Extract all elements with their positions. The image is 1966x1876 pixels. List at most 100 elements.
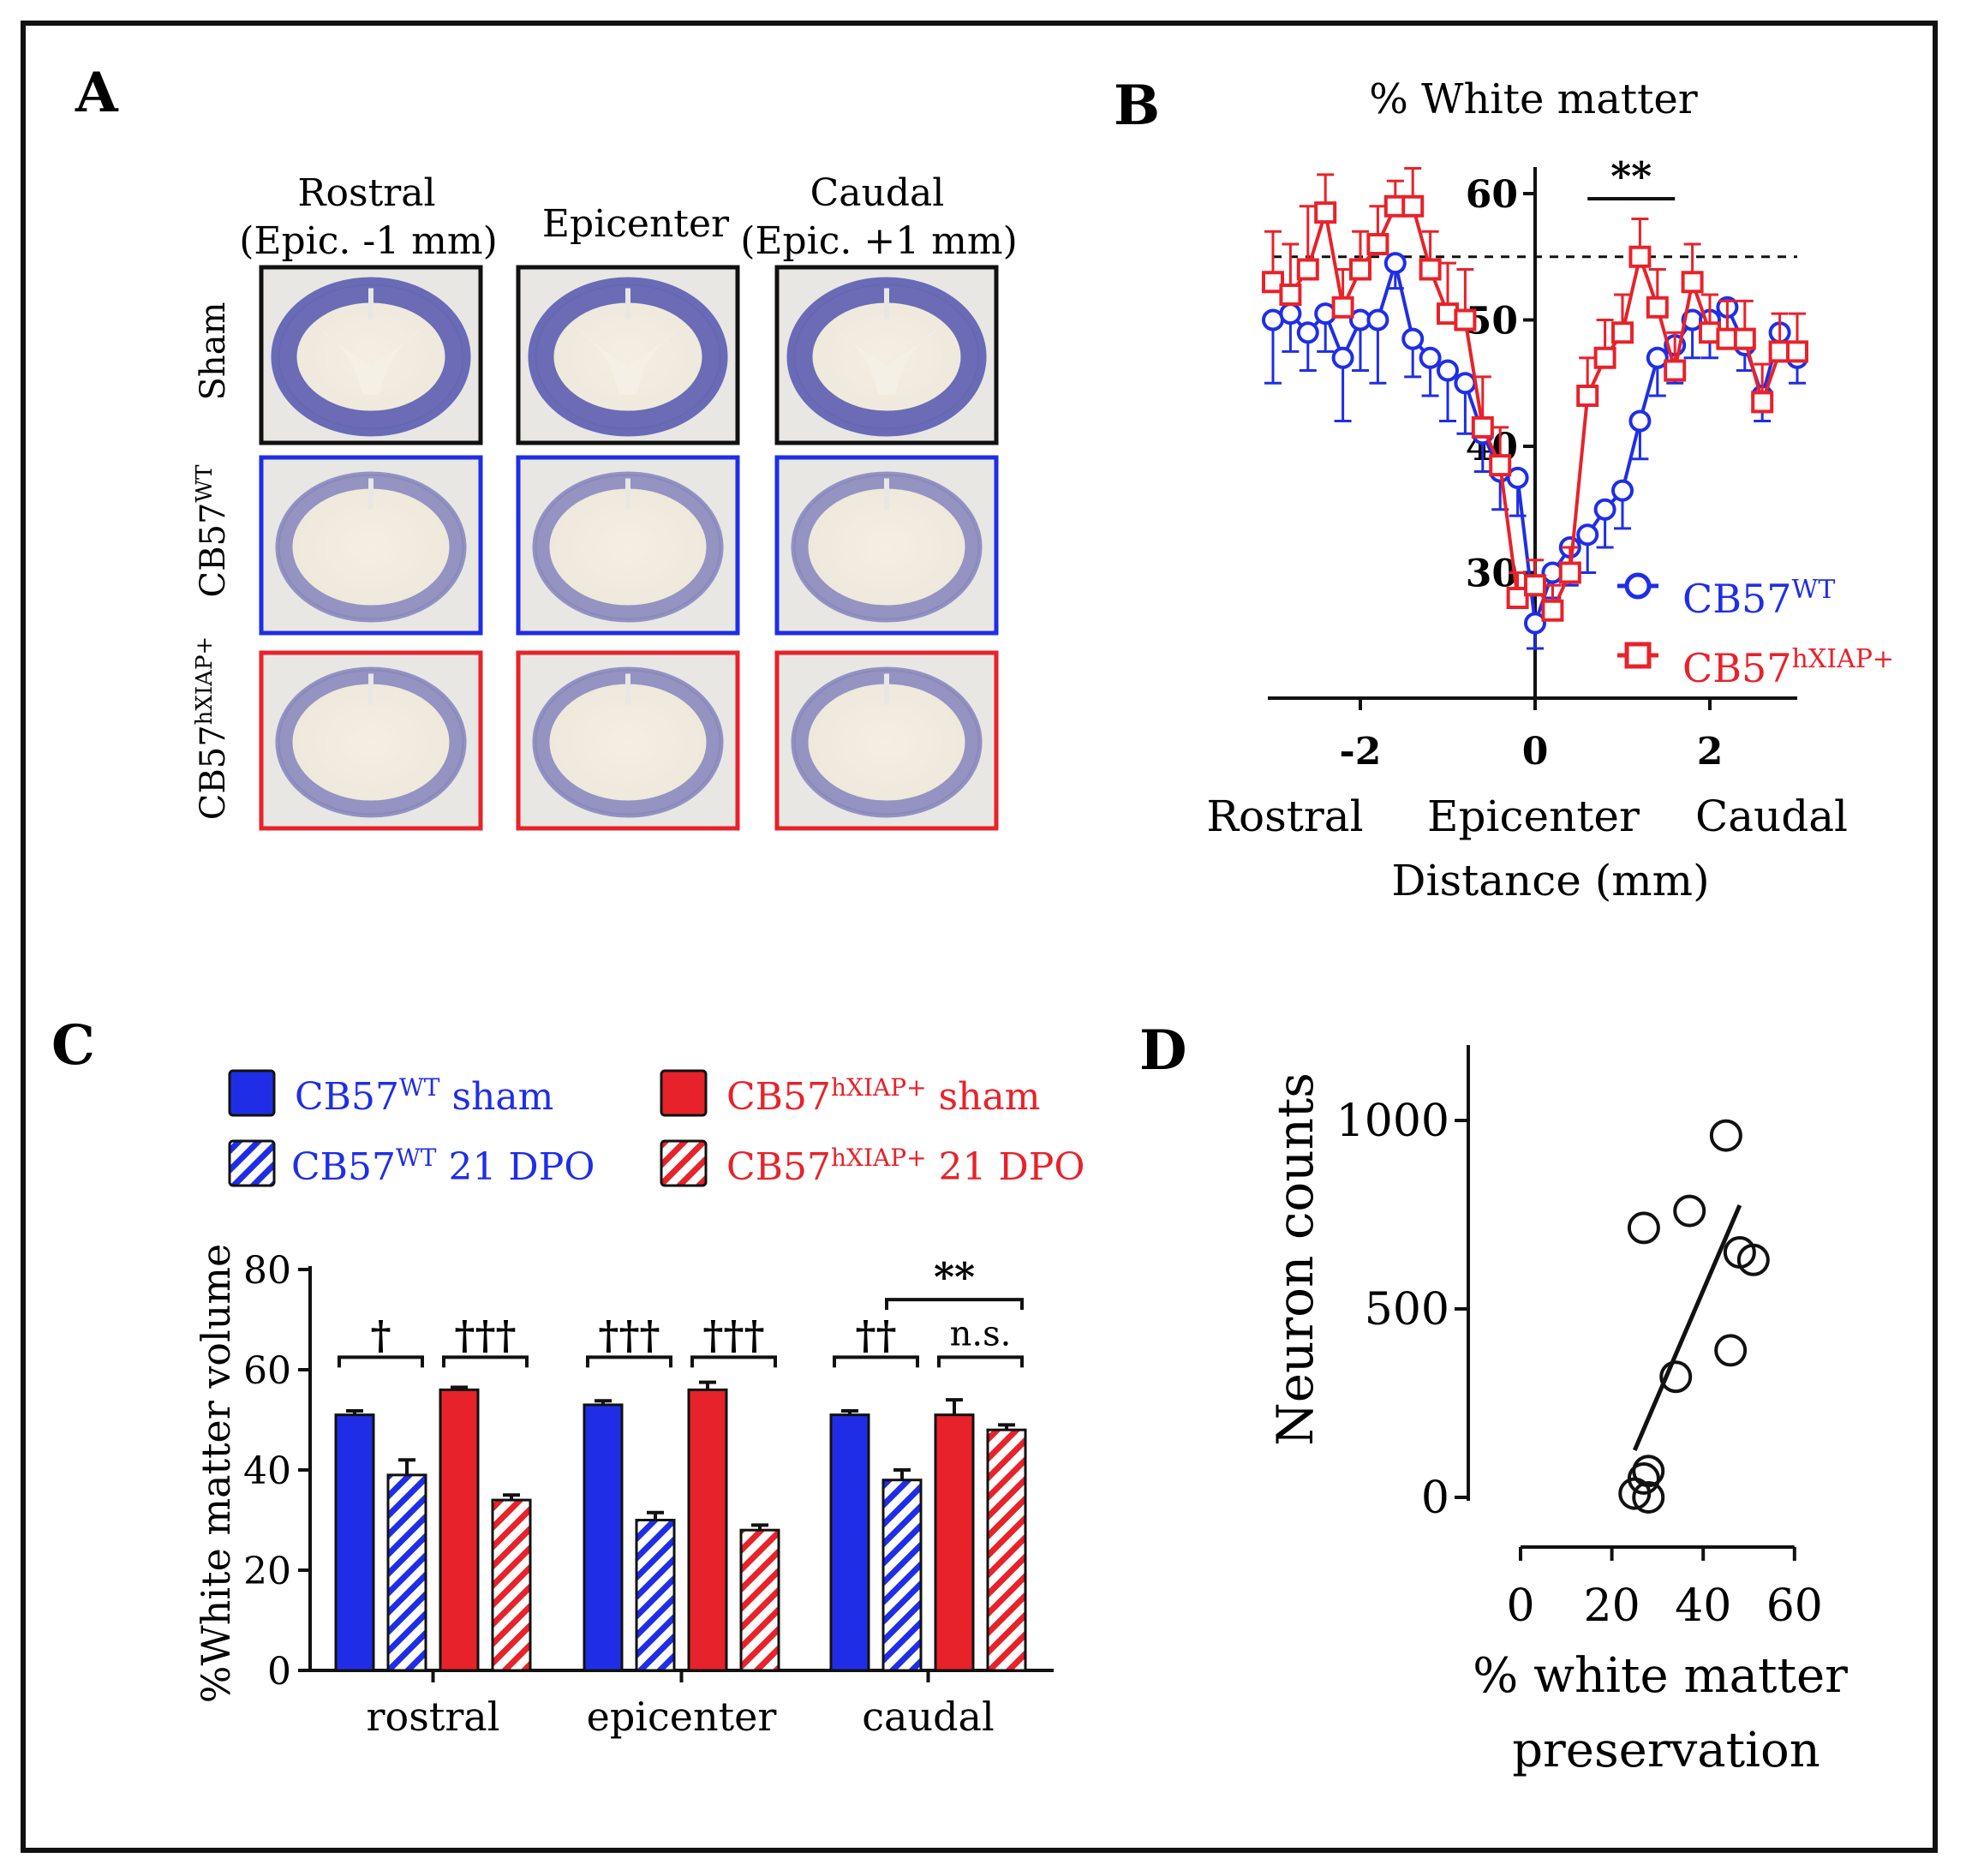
chart-c-legend: CB57WT sham CB57WT 21 DPO CB57hXIAP+ sha… bbox=[228, 1069, 1085, 1189]
chart-b-x-tick-label: 0 bbox=[1522, 730, 1549, 774]
row-label-hxiap: CB57hXIAP+ bbox=[192, 636, 233, 821]
chart-d-y-tick-label: 500 bbox=[1365, 1284, 1449, 1335]
data-point bbox=[1279, 302, 1302, 326]
data-point bbox=[1751, 391, 1774, 414]
data-point bbox=[1576, 385, 1599, 407]
chart-c-category-label: caudal bbox=[862, 1694, 994, 1740]
annotation-bracket bbox=[885, 1298, 1024, 1311]
scatter-point bbox=[1709, 1119, 1742, 1152]
gray-matter bbox=[318, 326, 424, 395]
panel-a-row-labels: Sham CB57WT CB57hXIAP+ bbox=[192, 302, 233, 821]
micrograph-grid bbox=[259, 265, 999, 831]
data-point bbox=[1349, 258, 1371, 281]
scatter-point bbox=[1659, 1360, 1693, 1394]
micrograph-tile-r2-c1 bbox=[516, 650, 740, 831]
chart-d-x-tick-label: 0 bbox=[1506, 1580, 1534, 1632]
micrograph-tile-r1-c0 bbox=[259, 455, 483, 636]
bar bbox=[881, 1479, 923, 1672]
legend-c-wt-sham: CB57WT sham bbox=[228, 1069, 553, 1119]
chart-d-xlabel-1: % white matter bbox=[1473, 1648, 1848, 1704]
panel-d: D Neuron counts % white matter preservat… bbox=[1139, 1019, 1848, 1778]
chart-c-y-tick-label: 80 bbox=[243, 1249, 291, 1293]
chart-b-legend: CB57WT CB57hXIAP+ bbox=[1617, 572, 1894, 692]
data-point bbox=[1296, 258, 1319, 281]
figure-frame bbox=[21, 21, 1938, 1853]
chart-c-category-label: epicenter bbox=[587, 1694, 777, 1740]
legend-c-hxiap-sham: CB57hXIAP+ sham bbox=[660, 1069, 1040, 1120]
chart-c-category-label: rostral bbox=[367, 1694, 500, 1740]
micrograph-tile-r0-c0 bbox=[259, 265, 483, 445]
data-point bbox=[1366, 233, 1389, 255]
data-point bbox=[1524, 612, 1546, 635]
row-label-sham: Sham bbox=[194, 302, 233, 401]
annotation-label: ††† bbox=[702, 1311, 764, 1358]
chart-c-group-caudal: caudal bbox=[829, 1398, 1027, 1740]
chart-c-y-tick-label: 40 bbox=[243, 1449, 291, 1493]
chart-b-xlabel: Distance (mm) bbox=[1391, 856, 1709, 905]
chart-c-annotation: n.s. bbox=[937, 1314, 1024, 1368]
chart-d-x-tick-label: 20 bbox=[1584, 1580, 1640, 1632]
bar bbox=[334, 1413, 375, 1672]
annotation-label: †† bbox=[855, 1311, 896, 1358]
data-point bbox=[1296, 321, 1319, 344]
legend-b-wt-marker bbox=[1624, 572, 1652, 600]
chart-c-y-tick-label: 0 bbox=[267, 1650, 291, 1694]
panel-label-b: B bbox=[1114, 74, 1160, 138]
chart-c-annotation: ** bbox=[885, 1254, 1024, 1311]
data-point bbox=[1419, 346, 1442, 369]
data-point bbox=[1419, 258, 1442, 281]
panel-label-c: C bbox=[51, 1013, 95, 1078]
annotation-bracket bbox=[833, 1355, 919, 1368]
scatter-point bbox=[1673, 1194, 1706, 1228]
micrograph-tile-r0-c1 bbox=[516, 265, 740, 445]
data-point bbox=[1593, 498, 1616, 521]
panel-label-a: A bbox=[75, 61, 119, 125]
bar bbox=[491, 1498, 532, 1672]
data-point bbox=[1628, 245, 1652, 268]
data-point bbox=[1681, 271, 1704, 294]
legend-b-hxiap-label: CB57hXIAP+ bbox=[1682, 644, 1894, 692]
chart-b-series-hxiap bbox=[1262, 167, 1808, 622]
micrograph-tile-r2-c0 bbox=[259, 650, 483, 831]
micrograph-tile-r1-c2 bbox=[774, 455, 999, 636]
legend-b-wt: CB57WT bbox=[1617, 572, 1835, 623]
scatter-point bbox=[1736, 1243, 1770, 1276]
chart-c-annotation: †† bbox=[833, 1311, 919, 1368]
data-point bbox=[1471, 415, 1494, 439]
chart-b-y-tick-label: 60 bbox=[1466, 173, 1518, 217]
chart-b-region-caudal: Caudal bbox=[1695, 792, 1848, 841]
svg-text:CB57hXIAP+ sham: CB57hXIAP+ sham bbox=[726, 1073, 1040, 1120]
chart-b-significance-label: ** bbox=[1610, 153, 1652, 200]
chart-b-x-tick-label: 2 bbox=[1697, 730, 1724, 774]
column-header-rostral-sub: (Epic. -1 mm) bbox=[239, 219, 498, 263]
chart-c-annotation: ††† bbox=[690, 1311, 777, 1368]
panel-c: C CB57WT sham CB57WT 21 DPO CB57hXIAP+ s… bbox=[51, 1013, 1085, 1740]
data-point bbox=[1401, 194, 1425, 218]
legend-b-hxiap-marker bbox=[1624, 642, 1652, 669]
chart-d-x-tick-label: 60 bbox=[1766, 1580, 1823, 1632]
scatter-point bbox=[1632, 1481, 1665, 1514]
chart-c-annotation: ††† bbox=[586, 1311, 672, 1368]
annotation-label: ††† bbox=[598, 1311, 660, 1358]
chart-b-region-epicenter: Epicenter bbox=[1427, 792, 1640, 841]
scatter-point bbox=[1627, 1211, 1660, 1245]
panel-a-column-headers: Rostral (Epic. -1 mm) Epicenter Caudal (… bbox=[239, 171, 1018, 263]
bar bbox=[635, 1519, 676, 1672]
column-header-caudal: Caudal bbox=[810, 171, 945, 215]
annotation-label: n.s. bbox=[950, 1314, 1012, 1353]
data-point bbox=[1524, 574, 1546, 597]
chart-d-x-tick-label: 40 bbox=[1675, 1580, 1731, 1632]
data-point bbox=[1506, 587, 1529, 609]
chart-d-y-tick-label: 0 bbox=[1421, 1473, 1449, 1524]
legend-b-wt-label: CB57WT bbox=[1682, 575, 1835, 623]
annotation-label: † bbox=[370, 1311, 391, 1358]
data-point bbox=[1401, 327, 1425, 350]
bar bbox=[934, 1413, 975, 1672]
column-header-rostral: Rostral bbox=[297, 171, 435, 215]
bar bbox=[439, 1388, 480, 1672]
bar bbox=[986, 1428, 1027, 1672]
annotation-bracket bbox=[338, 1355, 424, 1368]
legend-c-hxiap-21dpo: CB57hXIAP+ 21 DPO bbox=[660, 1139, 1085, 1189]
